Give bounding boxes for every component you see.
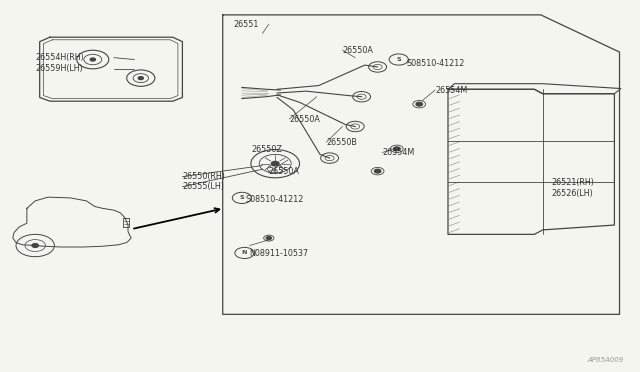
Circle shape	[32, 244, 38, 247]
Text: S: S	[396, 57, 401, 62]
Text: N08911-10537: N08911-10537	[250, 249, 308, 258]
Text: S: S	[239, 195, 244, 201]
Text: 26554M: 26554M	[435, 86, 467, 94]
Text: 26550A: 26550A	[269, 167, 300, 176]
Text: 26559H(LH): 26559H(LH)	[35, 64, 83, 73]
Text: AP65A009: AP65A009	[588, 357, 624, 363]
Circle shape	[266, 237, 271, 240]
Text: 26550A: 26550A	[342, 46, 373, 55]
Text: 26554M: 26554M	[382, 148, 414, 157]
Text: 26555(LH): 26555(LH)	[182, 182, 224, 191]
Text: S08510-41212: S08510-41212	[406, 59, 465, 68]
Text: S08510-41212: S08510-41212	[246, 195, 304, 203]
Text: 26554H(RH): 26554H(RH)	[35, 53, 84, 62]
Text: 26551: 26551	[234, 20, 259, 29]
Circle shape	[90, 58, 95, 61]
Circle shape	[374, 169, 381, 173]
Circle shape	[271, 161, 279, 166]
Text: 26550A: 26550A	[289, 115, 320, 124]
Text: N: N	[242, 250, 247, 256]
Circle shape	[416, 102, 422, 106]
Text: 26550(RH): 26550(RH)	[182, 172, 225, 181]
Circle shape	[394, 147, 400, 151]
Text: 26521(RH): 26521(RH)	[552, 178, 595, 187]
Circle shape	[138, 77, 143, 80]
Text: 26526(LH): 26526(LH)	[552, 189, 593, 198]
Text: 26550Z: 26550Z	[252, 145, 282, 154]
Text: 26550B: 26550B	[326, 138, 357, 147]
